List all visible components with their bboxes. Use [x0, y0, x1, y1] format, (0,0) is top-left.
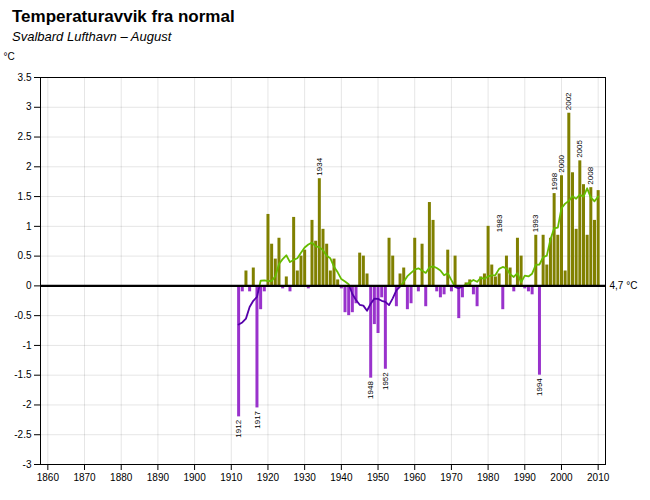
svg-text:1980: 1980 [477, 472, 500, 483]
svg-text:-2: -2 [23, 399, 32, 410]
svg-text:1983: 1983 [495, 214, 504, 232]
svg-text:1930: 1930 [294, 472, 317, 483]
svg-text:1998: 1998 [550, 172, 559, 190]
svg-text:-1.5: -1.5 [14, 369, 32, 380]
svg-text:1: 1 [26, 221, 32, 232]
svg-text:1952: 1952 [381, 372, 390, 390]
svg-text:0: 0 [26, 280, 32, 291]
svg-text:°C: °C [4, 51, 15, 62]
svg-text:1910: 1910 [220, 472, 243, 483]
svg-text:2: 2 [26, 161, 32, 172]
svg-text:-1: -1 [23, 340, 32, 351]
svg-text:2000: 2000 [550, 472, 573, 483]
svg-text:1880: 1880 [110, 472, 133, 483]
svg-text:1990: 1990 [514, 472, 537, 483]
html-text:Svalbard Lufthavn – August: Svalbard Lufthavn – August [12, 29, 172, 44]
svg-text:2008: 2008 [586, 166, 595, 184]
svg-text:2.5: 2.5 [18, 131, 32, 142]
svg-text:1890: 1890 [147, 472, 170, 483]
svg-text:3.5: 3.5 [18, 72, 32, 83]
svg-text:1900: 1900 [183, 472, 206, 483]
svg-text:1940: 1940 [330, 472, 353, 483]
html-text:Temperaturavvik fra normal: Temperaturavvik fra normal [12, 7, 235, 26]
svg-text:1870: 1870 [73, 472, 96, 483]
svg-text:2002: 2002 [564, 92, 573, 110]
svg-text:1934: 1934 [315, 157, 324, 175]
svg-text:4,7 °C: 4,7 °C [610, 280, 638, 291]
svg-text:1960: 1960 [404, 472, 427, 483]
svg-text:1.5: 1.5 [18, 191, 32, 202]
svg-text:1912: 1912 [234, 419, 243, 437]
svg-text:2005: 2005 [575, 140, 584, 158]
svg-text:1970: 1970 [440, 472, 463, 483]
svg-text:-2.5: -2.5 [14, 429, 32, 440]
svg-text:-0.5: -0.5 [14, 310, 32, 321]
svg-text:-3: -3 [23, 459, 32, 470]
svg-text:1950: 1950 [367, 472, 390, 483]
svg-text:1993: 1993 [531, 214, 540, 232]
svg-text:1860: 1860 [37, 472, 60, 483]
svg-text:2000: 2000 [557, 154, 566, 172]
svg-text:1948: 1948 [366, 381, 375, 399]
svg-text:1994: 1994 [535, 378, 544, 396]
svg-text:2010: 2010 [587, 472, 610, 483]
svg-text:0.5: 0.5 [18, 250, 32, 261]
svg-text:3: 3 [26, 101, 32, 112]
svg-text:1917: 1917 [253, 410, 262, 428]
svg-text:1920: 1920 [257, 472, 280, 483]
